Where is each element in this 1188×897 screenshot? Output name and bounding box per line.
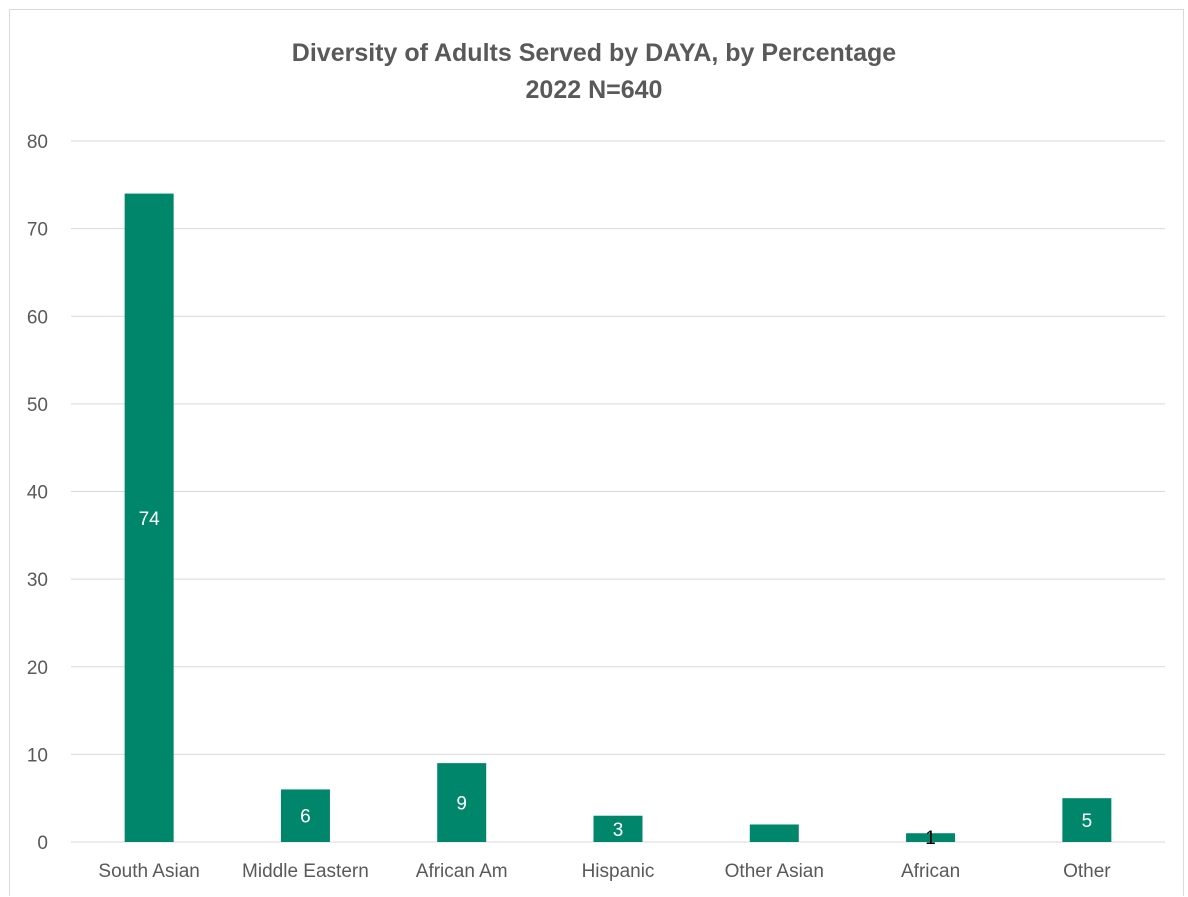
data-label: 9 xyxy=(456,794,467,815)
data-label: 1 xyxy=(925,828,936,849)
bar xyxy=(593,815,643,842)
data-label: 6 xyxy=(300,807,311,828)
x-category-label: Hispanic xyxy=(582,861,655,882)
y-tick-label: 30 xyxy=(27,570,48,591)
chart-frame xyxy=(9,9,1184,896)
data-label: 74 xyxy=(139,509,161,530)
y-tick-label: 60 xyxy=(27,307,48,328)
x-category-label: African xyxy=(901,861,960,882)
y-tick-label: 40 xyxy=(27,483,48,504)
x-category-label: South Asian xyxy=(98,861,199,882)
y-tick-label: 0 xyxy=(37,833,48,854)
x-category-label: Middle Eastern xyxy=(242,861,369,882)
bar xyxy=(280,789,330,842)
chart-subtitle: 2022 N=640 xyxy=(525,76,663,104)
y-tick-label: 50 xyxy=(27,395,48,416)
bar xyxy=(124,193,174,842)
y-tick-label: 80 xyxy=(27,132,48,153)
y-tick-label: 70 xyxy=(27,220,48,241)
bar xyxy=(906,833,956,842)
chart-title: Diversity of Adults Served by DAYA, by P… xyxy=(291,39,897,67)
x-category-label: Other xyxy=(1063,861,1111,882)
data-label: 3 xyxy=(613,820,624,841)
bar xyxy=(1062,798,1112,842)
bar xyxy=(437,763,487,842)
x-category-label: African Am xyxy=(416,861,508,882)
data-label: 5 xyxy=(1082,811,1093,832)
y-tick-label: 10 xyxy=(27,745,48,766)
bar xyxy=(749,824,799,842)
y-tick-label: 20 xyxy=(27,658,48,679)
x-category-label: Other Asian xyxy=(725,861,824,882)
